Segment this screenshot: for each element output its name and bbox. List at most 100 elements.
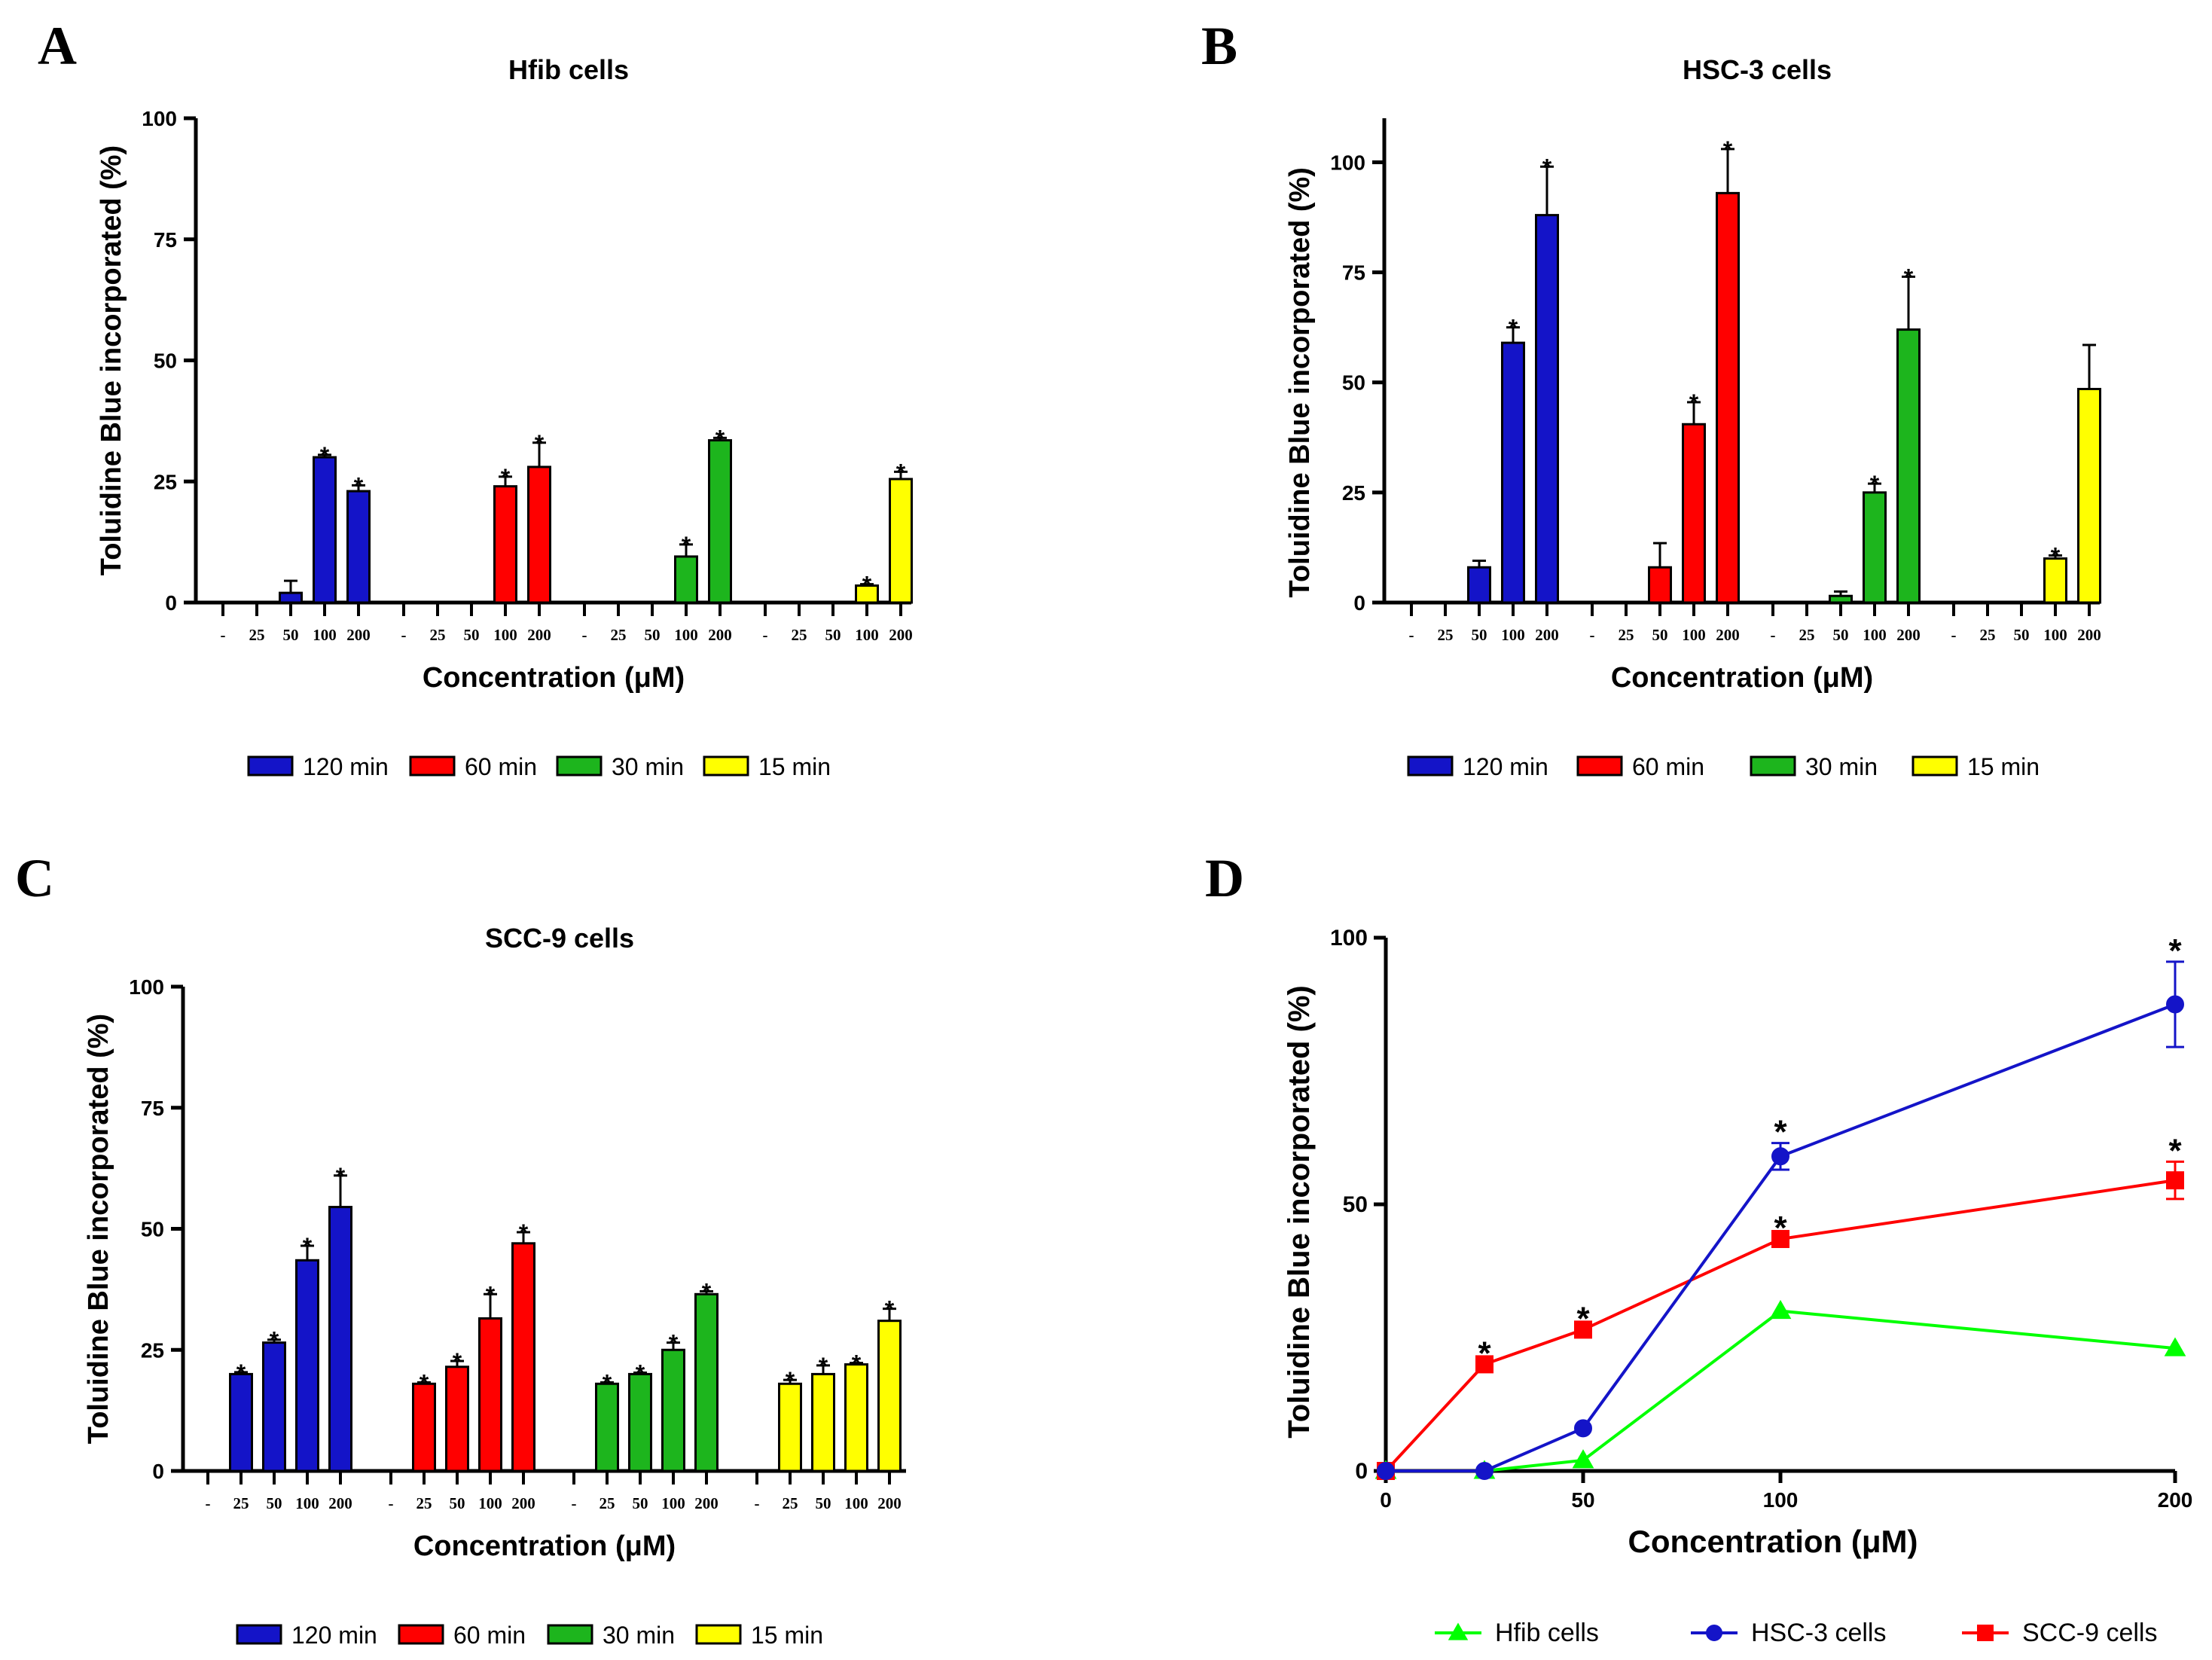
bar	[527, 465, 551, 604]
bar	[595, 1382, 619, 1472]
x-tick-label: 100	[493, 626, 517, 644]
x-tick-label: 25	[1619, 626, 1634, 644]
y-tick-label: 25	[1342, 481, 1365, 505]
data-point	[1574, 1419, 1592, 1438]
y-tick-label: 0	[1355, 1459, 1368, 1484]
significance-mark: *	[1904, 264, 1914, 291]
significance-mark: *	[2051, 542, 2061, 569]
x-tick-label: 50	[1833, 626, 1849, 644]
significance-mark: *	[1542, 154, 1552, 181]
legend-label: HSC-3 cells	[1751, 1619, 1886, 1647]
series-hsc-3-cells: **	[1377, 932, 2184, 1480]
significance-mark: *	[1576, 1300, 1590, 1337]
significance-mark: *	[336, 1163, 346, 1190]
x-tick-label: 200	[511, 1494, 535, 1512]
bar-chart-A: Hfib cells 0 25 50 75 100 Toluidine Blue incor…	[96, 54, 913, 780]
y-tick-label: 50	[1343, 1192, 1368, 1217]
x-tick-label: 50	[283, 626, 299, 644]
bar	[778, 1382, 802, 1472]
bar	[1501, 341, 1525, 604]
data-point	[1771, 1230, 1789, 1249]
significance-mark: *	[852, 1350, 862, 1378]
y-axis-label: Toluidine Blue incorporated (%)	[96, 145, 127, 575]
chart-title: SCC-9 cells	[485, 923, 634, 954]
x-tick-label: -	[221, 626, 226, 644]
y-tick-label: 25	[141, 1338, 164, 1362]
x-tick-label: -	[1409, 626, 1414, 644]
panel-label-D: D	[1205, 848, 1244, 908]
x-tick-label: 200	[527, 626, 551, 644]
legend-swatch	[703, 755, 749, 777]
y-axis-label: Toluidine Blue incorporated (%)	[83, 1014, 114, 1444]
significance-mark: *	[1509, 315, 1518, 342]
x-tick-label: 25	[1799, 626, 1815, 644]
x-tick-label: 200	[1535, 626, 1559, 644]
x-tick-label: 100	[313, 626, 337, 644]
significance-mark: *	[354, 472, 364, 499]
bar	[694, 1292, 719, 1472]
significance-mark: *	[1689, 389, 1699, 417]
legend-swatch	[398, 1624, 444, 1645]
x-tick-label: 200	[2077, 626, 2101, 644]
bar	[708, 439, 732, 604]
bar	[1682, 423, 1706, 604]
significance-mark: *	[786, 1367, 795, 1394]
legend-swatch	[1750, 755, 1796, 777]
significance-mark: *	[236, 1359, 246, 1387]
x-tick-label: 50	[645, 626, 661, 644]
y-axis-label: Toluidine Blue incorporated (%)	[1283, 985, 1316, 1438]
data-point	[1706, 1625, 1722, 1641]
x-tick-label: 200	[889, 626, 913, 644]
bar	[493, 485, 517, 604]
significance-mark: *	[669, 1330, 679, 1357]
y-tick-label: 100	[1330, 926, 1368, 951]
data-point	[1771, 1147, 1789, 1166]
significance-mark: *	[420, 1369, 429, 1396]
x-tick-label: 25	[233, 1494, 249, 1512]
panel-label-A: A	[38, 16, 77, 76]
x-tick-label: -	[206, 1494, 211, 1512]
x-tick-label: 50	[816, 1494, 831, 1512]
significance-mark: *	[1870, 471, 1880, 498]
x-tick-label: 50	[1652, 626, 1668, 644]
series-line	[1386, 1309, 2176, 1472]
x-tick-label: 25	[600, 1494, 615, 1512]
x-tick-label: 25	[249, 626, 265, 644]
x-tick-label: 50	[825, 626, 841, 644]
legend-label: Hfib cells	[1495, 1619, 1599, 1647]
bar-chart-B: HSC-3 cells 0 25 50 75 100 Toluidine Blue inco…	[1284, 54, 2101, 780]
legend-label: 120 min	[291, 1622, 377, 1649]
data-point	[1769, 1299, 1792, 1320]
legend-swatch	[1407, 755, 1454, 777]
x-tick-label: 50	[1571, 1488, 1594, 1512]
significance-mark: *	[1774, 1114, 1787, 1151]
bar	[511, 1242, 535, 1472]
bar	[229, 1372, 253, 1472]
legend-label: 60 min	[453, 1622, 526, 1649]
x-tick-label: 100	[844, 1494, 868, 1512]
x-tick-label: 100	[1682, 626, 1706, 644]
significance-mark: *	[1723, 136, 1733, 163]
x-tick-label: -	[582, 626, 587, 644]
bar	[1648, 566, 1672, 604]
x-tick-label: 50	[2014, 626, 2030, 644]
y-tick-label: 100	[129, 975, 164, 999]
data-point	[1977, 1625, 1994, 1641]
data-point	[1475, 1462, 1493, 1480]
significance-mark: *	[715, 425, 725, 452]
significance-mark: *	[682, 532, 691, 559]
significance-mark: *	[896, 459, 906, 486]
panel-label-B: B	[1201, 16, 1237, 76]
bar	[674, 555, 698, 604]
x-tick-label: 100	[1863, 626, 1887, 644]
legend-label: 120 min	[303, 753, 389, 780]
x-tick-label: 100	[661, 1494, 685, 1512]
x-tick-label: 25	[783, 1494, 798, 1512]
legend-swatch	[1911, 755, 1958, 777]
significance-mark: *	[885, 1296, 895, 1323]
x-tick-label: 25	[430, 626, 446, 644]
legend-label: 120 min	[1463, 753, 1548, 780]
bar	[313, 456, 337, 604]
significance-mark: *	[320, 442, 330, 469]
x-tick-label: 25	[611, 626, 627, 644]
